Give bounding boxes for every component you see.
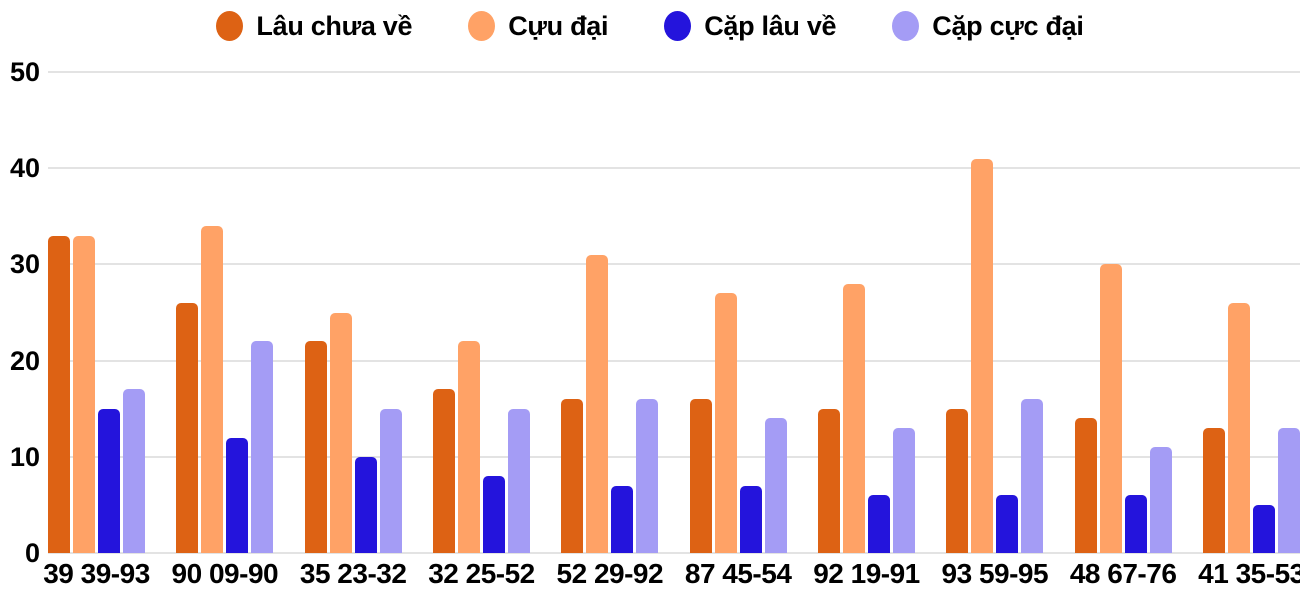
bar-series-1-group-7: [817, 408, 840, 553]
bar-series-1-group-4: [432, 389, 455, 553]
bar-series-1-group-6: [689, 399, 712, 553]
bar-series-4-group-8: [1021, 399, 1044, 553]
bar-series-3-group-10: [1252, 504, 1275, 553]
bar-group-7: 92 19-91: [813, 72, 920, 589]
bar-group-2: 90 09-90: [172, 72, 279, 589]
bar-series-2-group-6: [714, 293, 737, 553]
plot-area: 39 39-93 90 09-90 35 23-32 32 25-52 52 29-92…: [10, 57, 1300, 589]
x-axis-label-2: 90 09-90: [171, 558, 279, 589]
bar-series-1-group-1: [48, 235, 70, 553]
x-axis-label-10: 41 35-53: [1198, 558, 1300, 589]
legend-item-label: Cựu đại: [508, 10, 609, 41]
x-axis-label-4: 32 25-52: [428, 558, 535, 589]
bar-group-4: 32 25-52: [428, 72, 535, 589]
legend: Lâu chưa về Cựu đại Cặp lâu về Cặp cực đại: [0, 6, 1300, 46]
bar-series-2-group-9: [1099, 264, 1122, 553]
gridline-20: [48, 359, 1300, 362]
bar-series-4-group-1: [123, 389, 145, 553]
legend-marker-icon: [892, 11, 920, 41]
gridline-40: [48, 167, 1300, 170]
bar-group-1: 39 39-93: [43, 72, 150, 589]
gridline-30: [48, 263, 1300, 266]
bar-group-3: 35 23-32: [300, 72, 407, 589]
legend-item-label: Lâu chưa về: [256, 10, 413, 41]
legend-item-4: Cặp cực đại: [892, 10, 1084, 42]
legend-marker-icon: [664, 11, 692, 41]
bar-series-2-group-5: [586, 254, 609, 553]
legend-item-label: Cặp cực đại: [932, 10, 1084, 41]
bar-series-3-group-5: [611, 485, 634, 553]
bar-group-6: 87 45-54: [685, 72, 792, 589]
bar-series-4-group-4: [507, 408, 530, 553]
bar-series-3-group-9: [1124, 495, 1147, 553]
bar-series-2-group-3: [329, 312, 352, 553]
bar-series-2-group-1: [73, 235, 95, 553]
y-axis-label-10: 10: [9, 441, 40, 472]
bar-series-3-group-1: [98, 408, 120, 553]
y-axis-label-40: 40: [9, 153, 40, 184]
legend-item-2: Cựu đại: [468, 10, 609, 42]
x-axis-label-8: 93 59-95: [941, 558, 1049, 589]
bar-series-3-group-3: [354, 456, 377, 553]
x-axis-label-5: 52 29-92: [556, 558, 664, 589]
bar-series-1-group-9: [1074, 418, 1097, 553]
x-axis-label-3: 35 23-32: [299, 558, 407, 589]
legend-item-3: Cặp lâu về: [664, 10, 837, 42]
y-axis-label-50: 50: [9, 57, 40, 87]
gridline-50: [48, 71, 1300, 73]
gridline-0: [48, 552, 1300, 554]
bar-series-2-group-7: [842, 283, 865, 553]
bar-series-3-group-6: [739, 485, 762, 553]
bar-group-5: 52 29-92: [557, 72, 664, 589]
bar-series-1-group-3: [304, 341, 327, 553]
bar-series-3-group-7: [867, 495, 890, 553]
bar-series-2-group-2: [201, 225, 224, 553]
x-axis-label-9: 48 67-76: [1069, 558, 1177, 589]
bar-series-3-group-4: [482, 476, 505, 553]
bar-group-9: 48 67-76: [1070, 72, 1177, 589]
bar-series-1-group-8: [946, 408, 969, 553]
bar-series-1-group-5: [561, 399, 584, 553]
bar-series-4-group-2: [251, 341, 274, 553]
y-axis-label-0: 0: [24, 538, 40, 568]
x-axis-label-6: 87 45-54: [684, 558, 792, 589]
bar-series-2-group-10: [1227, 302, 1250, 553]
bar-series-3-group-2: [226, 437, 249, 553]
bar-series-2-group-4: [457, 341, 480, 553]
bar-series-3-group-8: [996, 495, 1019, 553]
bar-series-1-group-2: [176, 302, 199, 553]
y-axis-label-30: 30: [9, 249, 40, 280]
bar-series-4-group-9: [1149, 447, 1172, 553]
gridline-10: [48, 455, 1300, 458]
bar-groups: 39 39-93 90 09-90 35 23-32 32 25-52 52 29-92…: [43, 72, 1300, 589]
bar-group-10: 41 35-53: [1198, 72, 1300, 589]
x-axis-label-1: 39 39-93: [43, 558, 150, 589]
bar-series-4-group-6: [764, 418, 787, 553]
bar-group-8: 93 59-95: [942, 72, 1049, 589]
y-axis-label-20: 20: [9, 345, 40, 376]
bar-series-2-group-8: [971, 158, 994, 553]
legend-item-1: Lâu chưa về: [216, 10, 413, 42]
bar-series-4-group-7: [892, 427, 915, 553]
bar-series-1-group-10: [1202, 427, 1225, 553]
x-axis-label-7: 92 19-91: [813, 558, 920, 589]
legend-item-label: Cặp lâu về: [704, 10, 837, 41]
bar-series-4-group-3: [379, 408, 402, 553]
bar-series-4-group-5: [636, 399, 659, 553]
legend-marker-icon: [216, 11, 244, 41]
legend-marker-icon: [468, 11, 496, 41]
bar-series-4-group-10: [1277, 427, 1300, 553]
